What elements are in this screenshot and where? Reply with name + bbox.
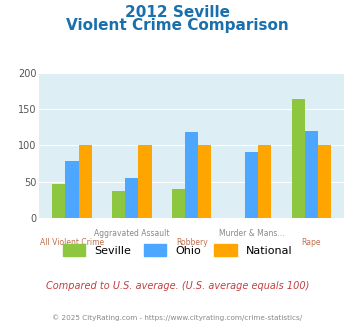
Bar (112, 191, 125, 218)
Text: Violent Crime Comparison: Violent Crime Comparison (66, 18, 289, 33)
Bar (125, 178, 138, 218)
Bar (245, 152, 258, 218)
Bar (172, 189, 185, 218)
Text: Aggravated Assault: Aggravated Assault (94, 229, 170, 238)
Bar (138, 145, 152, 218)
Bar (78, 145, 92, 218)
Text: All Violent Crime: All Violent Crime (40, 238, 104, 247)
Bar (318, 145, 331, 218)
Bar (292, 99, 305, 218)
Bar (52, 184, 65, 218)
Bar (65, 161, 78, 218)
Text: Robbery: Robbery (176, 238, 208, 247)
Text: Compared to U.S. average. (U.S. average equals 100): Compared to U.S. average. (U.S. average … (46, 281, 309, 291)
Text: Rape: Rape (302, 238, 321, 247)
Bar (305, 131, 318, 218)
Text: Murder & Mans...: Murder & Mans... (219, 229, 284, 238)
Bar (185, 132, 198, 218)
Bar (258, 145, 271, 218)
Text: 2012 Seville: 2012 Seville (125, 5, 230, 20)
Text: © 2025 CityRating.com - https://www.cityrating.com/crime-statistics/: © 2025 CityRating.com - https://www.city… (53, 314, 302, 321)
Bar (198, 145, 212, 218)
Legend: Seville, Ohio, National: Seville, Ohio, National (59, 240, 296, 260)
